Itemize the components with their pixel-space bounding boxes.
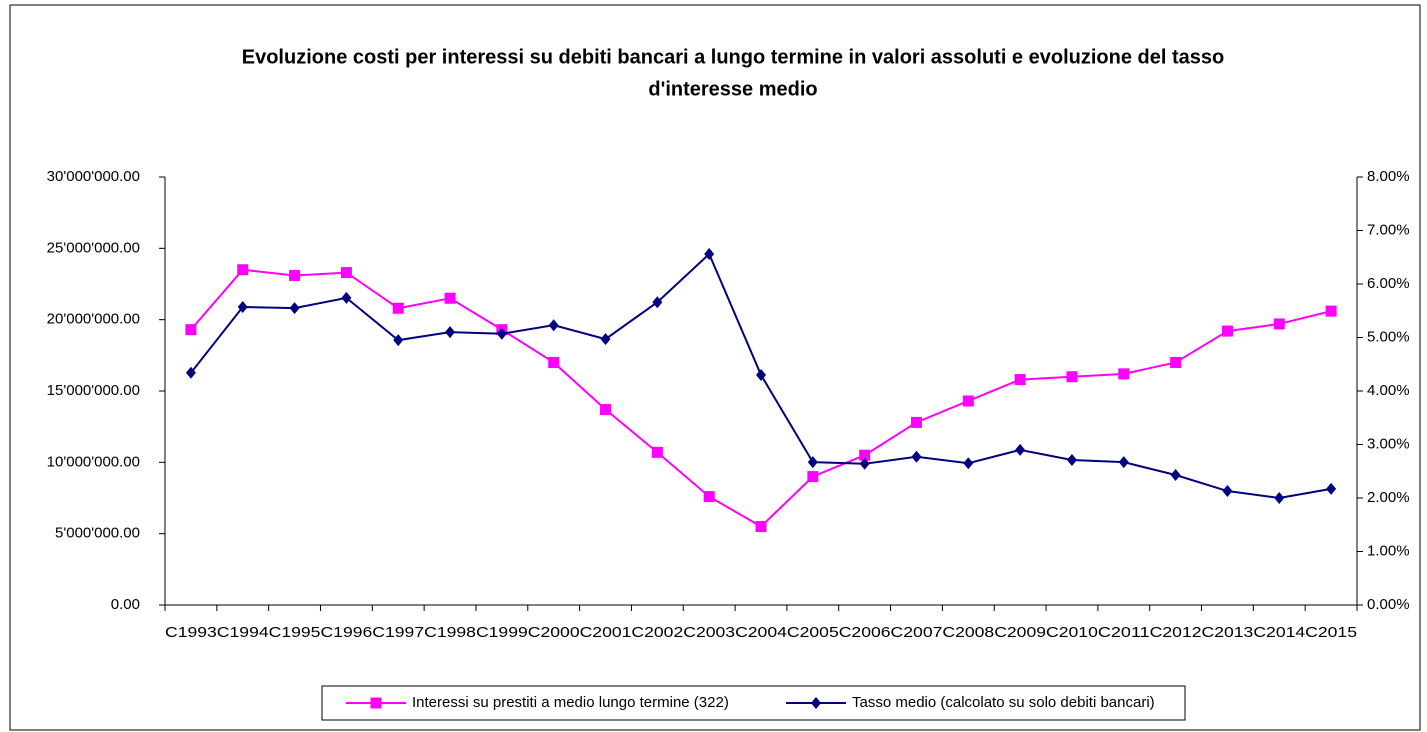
- data-point: [185, 366, 196, 379]
- x-tick-label: C2009: [994, 624, 1046, 641]
- data-point: [1170, 468, 1181, 481]
- y-tick-label: 10'000'000.00: [47, 453, 140, 470]
- data-point: [859, 457, 870, 470]
- data-point: [1118, 368, 1130, 380]
- x-tick-label: C2007: [891, 624, 943, 641]
- y2-tick-label: 1.00%: [1367, 542, 1410, 559]
- legend: [321, 685, 1186, 721]
- x-tick-label: C2008: [942, 624, 994, 641]
- y2-tick-label: 4.00%: [1367, 382, 1410, 399]
- data-point: [548, 319, 559, 332]
- data-point: [807, 456, 818, 469]
- data-point: [1118, 456, 1129, 469]
- data-point: [1326, 482, 1337, 495]
- x-tick-label: C2011: [1098, 624, 1150, 641]
- data-point: [859, 449, 871, 461]
- data-point: [1221, 325, 1233, 337]
- x-tick-label: C2013: [1202, 624, 1254, 641]
- x-tick-label: C2014: [1253, 624, 1305, 641]
- data-point: [910, 416, 922, 428]
- data-point: [341, 291, 352, 304]
- data-point: [600, 404, 612, 416]
- legend-label: Interessi su prestiti a medio lungo term…: [412, 694, 729, 711]
- data-point: [1170, 356, 1182, 368]
- data-point: [237, 301, 248, 314]
- data-point: [392, 302, 404, 314]
- data-point: [1222, 485, 1233, 498]
- chart-frame: [9, 4, 1421, 731]
- x-tick-label: C1996: [320, 624, 372, 641]
- data-point: [445, 326, 456, 339]
- y-tick-label: 15'000'000.00: [47, 382, 140, 399]
- x-tick-label: C2002: [631, 624, 683, 641]
- legend-marker: [370, 697, 382, 709]
- x-tick-label: C2010: [1046, 624, 1098, 641]
- chart-title: Evoluzione costi per interessi su debiti…: [242, 46, 1224, 68]
- y2-tick-label: 2.00%: [1367, 489, 1410, 506]
- x-tick-label: C1995: [269, 624, 321, 641]
- x-tick-label: C1993: [165, 624, 217, 641]
- data-point: [289, 302, 300, 315]
- data-point: [1015, 443, 1026, 456]
- data-point: [289, 269, 301, 281]
- data-point: [1273, 318, 1285, 330]
- x-tick-label: C1994: [217, 624, 269, 641]
- x-tick-label: C1997: [372, 624, 424, 641]
- x-tick-label: C1999: [476, 624, 528, 641]
- data-point: [651, 446, 663, 458]
- y2-tick-label: 5.00%: [1367, 328, 1410, 345]
- y-tick-label: 0.00: [111, 596, 140, 613]
- x-tick-label: C2012: [1150, 624, 1202, 641]
- legend-marker: [811, 697, 821, 709]
- data-point: [237, 264, 249, 276]
- data-point: [704, 248, 715, 261]
- legend-label: Tasso medio (calcolato su solo debiti ba…: [852, 694, 1155, 711]
- x-tick-label: C2000: [528, 624, 580, 641]
- data-point: [756, 368, 766, 381]
- y-tick-label: 30'000'000.00: [47, 168, 140, 185]
- y2-tick-label: 7.00%: [1367, 221, 1410, 238]
- data-point: [444, 292, 456, 304]
- y2-tick-label: 3.00%: [1367, 435, 1410, 452]
- y-tick-label: 25'000'000.00: [47, 239, 140, 256]
- data-point: [185, 324, 197, 336]
- chart-title: d'interesse medio: [648, 78, 817, 100]
- y2-tick-label: 6.00%: [1367, 275, 1410, 292]
- x-tick-label: C2004: [735, 624, 787, 641]
- data-point: [393, 334, 404, 347]
- y2-tick-label: 0.00%: [1367, 596, 1410, 613]
- data-point: [911, 450, 922, 463]
- x-tick-label: C2015: [1305, 624, 1357, 641]
- y-tick-label: 20'000'000.00: [47, 311, 140, 328]
- data-point: [807, 471, 819, 483]
- data-point: [1325, 305, 1337, 317]
- data-point: [1014, 374, 1026, 386]
- data-point: [340, 267, 352, 279]
- x-tick-label: C1998: [424, 624, 476, 641]
- data-point: [1066, 371, 1078, 383]
- data-point: [652, 296, 663, 309]
- data-point: [1274, 492, 1285, 504]
- data-point: [548, 356, 560, 368]
- data-point: [600, 333, 611, 346]
- x-tick-label: C2006: [839, 624, 891, 641]
- data-point: [963, 457, 974, 470]
- data-point: [962, 395, 974, 407]
- x-tick-label: C2003: [683, 624, 735, 641]
- data-point: [496, 327, 507, 340]
- data-point: [755, 521, 767, 533]
- y2-tick-label: 8.00%: [1367, 168, 1410, 185]
- x-tick-label: C2005: [787, 624, 839, 641]
- x-tick-label: C2001: [580, 624, 632, 641]
- data-point: [1066, 454, 1077, 467]
- y-tick-label: 5'000'000.00: [55, 525, 140, 542]
- data-point: [703, 491, 715, 503]
